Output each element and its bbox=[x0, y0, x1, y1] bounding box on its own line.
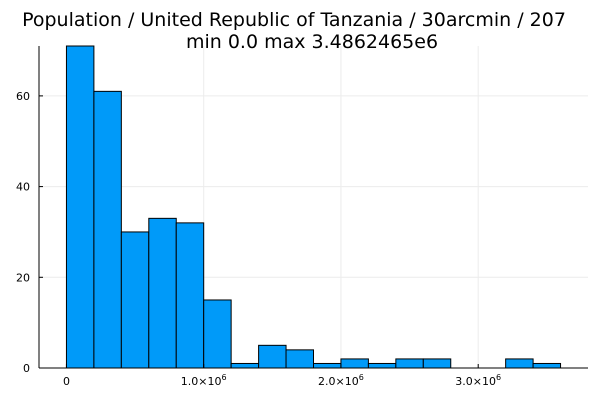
x-tick-label: 2.0×106 bbox=[318, 373, 364, 388]
histogram-bar bbox=[148, 217, 177, 369]
histogram-bar bbox=[203, 299, 232, 369]
x-tick-exponent: 6 bbox=[496, 373, 501, 382]
histogram-bar bbox=[93, 90, 122, 369]
x-tick-exponent: 6 bbox=[359, 373, 364, 382]
tick-labels: 0 1.0×106 2.0×106 3.0×106 0 20 40 60 bbox=[16, 90, 501, 388]
histogram-bar bbox=[65, 45, 95, 369]
histogram-bar bbox=[367, 362, 397, 369]
chart-subtitle: min 0.0 max 3.4862465e6 bbox=[186, 31, 438, 53]
histogram-bar bbox=[395, 358, 424, 369]
x-tick-exponent: 6 bbox=[222, 373, 227, 382]
histogram-bar bbox=[340, 358, 369, 369]
bars bbox=[65, 45, 562, 369]
x-tick-label: 1.0×106 bbox=[181, 373, 227, 388]
histogram-bar bbox=[285, 349, 314, 369]
histogram-bar bbox=[313, 362, 342, 369]
x-tick-label: 3.0×106 bbox=[455, 373, 501, 388]
histogram-bar bbox=[120, 231, 150, 369]
y-tick-label: 0 bbox=[23, 362, 30, 375]
axes bbox=[38, 46, 588, 369]
x-tick-label: 0 bbox=[63, 375, 70, 388]
y-tick-label: 60 bbox=[16, 90, 30, 103]
histogram-bar bbox=[230, 362, 260, 369]
histogram-bar bbox=[505, 358, 534, 369]
histogram-bar bbox=[258, 344, 287, 369]
histogram-bar bbox=[422, 358, 452, 369]
histogram-bar bbox=[175, 222, 205, 369]
y-tick-label: 20 bbox=[16, 271, 30, 284]
chart-title: Population / United Republic of Tanzania… bbox=[22, 9, 566, 31]
y-tick-label: 40 bbox=[16, 181, 30, 194]
histogram-bar bbox=[532, 362, 562, 369]
